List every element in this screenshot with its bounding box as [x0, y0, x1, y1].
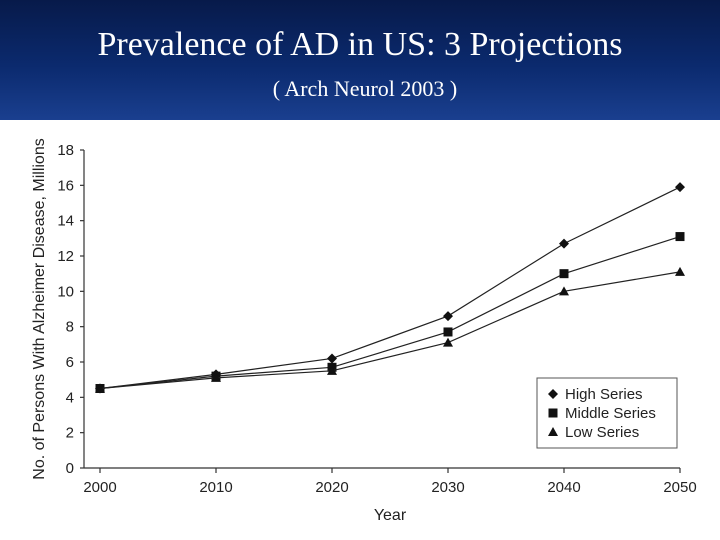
legend-label-high-series: High Series	[565, 386, 643, 403]
y-tick-label: 2	[66, 425, 74, 442]
low-series-point	[327, 365, 337, 375]
low-series-point	[675, 266, 685, 276]
x-axis-ticks: 2000 2010 2020 2030 2040 2050	[83, 468, 697, 496]
low-series-line	[99, 271, 681, 390]
legend-label-middle-series: Middle Series	[565, 405, 656, 422]
x-tick-label: 2010	[199, 479, 232, 496]
legend: High Series Middle Series Low Series	[536, 377, 678, 449]
high-series-line	[99, 186, 681, 390]
y-axis-label: No. of Persons With Alzheimer Disease, M…	[31, 138, 48, 479]
middle-series-point	[443, 327, 453, 337]
legend-label-low-series: Low Series	[565, 424, 639, 441]
middle-series-line	[99, 235, 681, 390]
y-tick-label: 14	[57, 213, 74, 230]
y-tick-label: 8	[66, 319, 74, 336]
y-tick-label: 18	[57, 142, 74, 159]
legend-marker-low-series	[548, 427, 558, 436]
middle-series-point	[675, 232, 685, 242]
high-series-point	[443, 311, 453, 322]
x-tick-label: 2000	[83, 479, 116, 496]
y-tick-label: 4	[66, 389, 74, 406]
line-chart: 0 2 4 6 8 10 12 14 16 18 2000 2010 2020 2030 2040 2050…	[31, 138, 697, 524]
x-tick-label: 2040	[547, 479, 580, 496]
low-series-point	[443, 337, 453, 347]
low-series-point	[95, 383, 105, 393]
y-axis-ticks: 0 2 4 6 8 10 12 14 16 18	[57, 142, 84, 477]
high-series-point	[559, 238, 569, 249]
high-series-point	[327, 353, 337, 364]
x-axis-label: Year	[374, 507, 407, 524]
series-group	[95, 182, 685, 394]
high-series-point	[675, 182, 685, 193]
low-series-point	[211, 372, 221, 382]
slide-subtitle: ( Arch Neurol 2003 )	[272, 76, 458, 101]
title-banner: Prevalence of AD in US: 3 Projections ( …	[0, 0, 720, 120]
slide-title: Prevalence of AD in US: 3 Projections	[97, 26, 623, 63]
y-tick-label: 16	[57, 177, 74, 194]
y-tick-label: 10	[57, 283, 74, 300]
y-tick-label: 6	[66, 354, 74, 371]
y-tick-label: 0	[66, 460, 74, 477]
x-tick-label: 2020	[315, 479, 348, 496]
legend-marker-high-series	[548, 389, 558, 399]
low-series-point	[559, 286, 569, 296]
y-tick-label: 12	[57, 248, 74, 265]
legend-marker-middle-series	[548, 408, 558, 418]
x-tick-label: 2050	[663, 479, 696, 496]
legend-box	[536, 377, 678, 449]
x-tick-label: 2030	[431, 479, 464, 496]
middle-series-point	[559, 269, 569, 279]
